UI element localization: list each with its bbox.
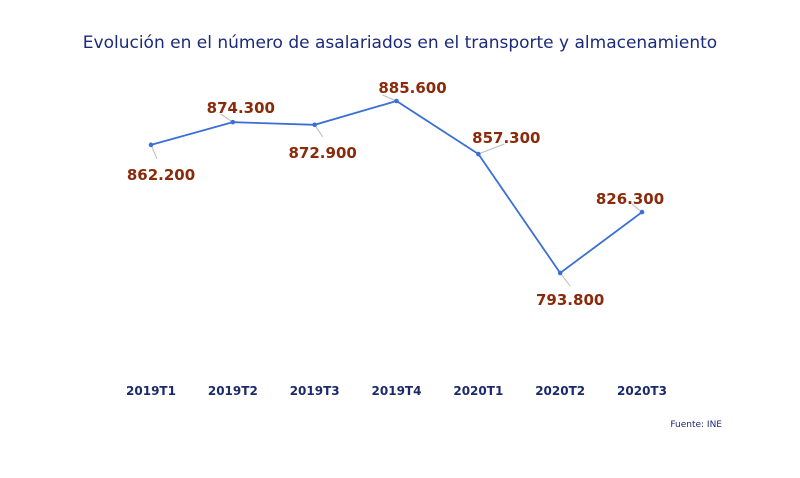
data-point — [476, 151, 481, 157]
leader-line — [478, 143, 505, 155]
series-line — [150, 100, 643, 275]
x-tick-label: 2019T2 — [208, 384, 258, 398]
data-point — [148, 142, 154, 148]
x-tick-label: 2019T1 — [126, 384, 176, 398]
source-note: Fuente: INE — [670, 420, 722, 430]
data-label: 826.300 — [596, 190, 664, 208]
x-tick-label: 2019T4 — [372, 384, 422, 398]
data-point — [230, 119, 236, 125]
x-tick-label: 2020T1 — [453, 384, 503, 398]
chart-title: Evolución en el número de asalariados en… — [82, 33, 718, 53]
data-point — [557, 270, 563, 276]
data-label: 793.800 — [536, 291, 604, 309]
data-label: 872.900 — [289, 144, 357, 162]
leader-line — [559, 272, 571, 287]
data-point — [394, 98, 399, 104]
leader-line — [382, 94, 397, 102]
leader-line — [314, 124, 324, 138]
data-label: 857.300 — [472, 129, 540, 147]
leader-line — [150, 144, 158, 160]
x-tick-label: 2020T3 — [617, 384, 667, 398]
data-point — [312, 122, 317, 128]
data-label: 885.600 — [378, 79, 446, 97]
data-label: 862.200 — [127, 166, 195, 184]
data-label: 874.300 — [207, 99, 275, 117]
leader-line — [220, 113, 234, 123]
data-point — [639, 209, 645, 215]
x-tick-label: 2019T3 — [290, 384, 340, 398]
x-tick-label: 2020T2 — [535, 384, 585, 398]
